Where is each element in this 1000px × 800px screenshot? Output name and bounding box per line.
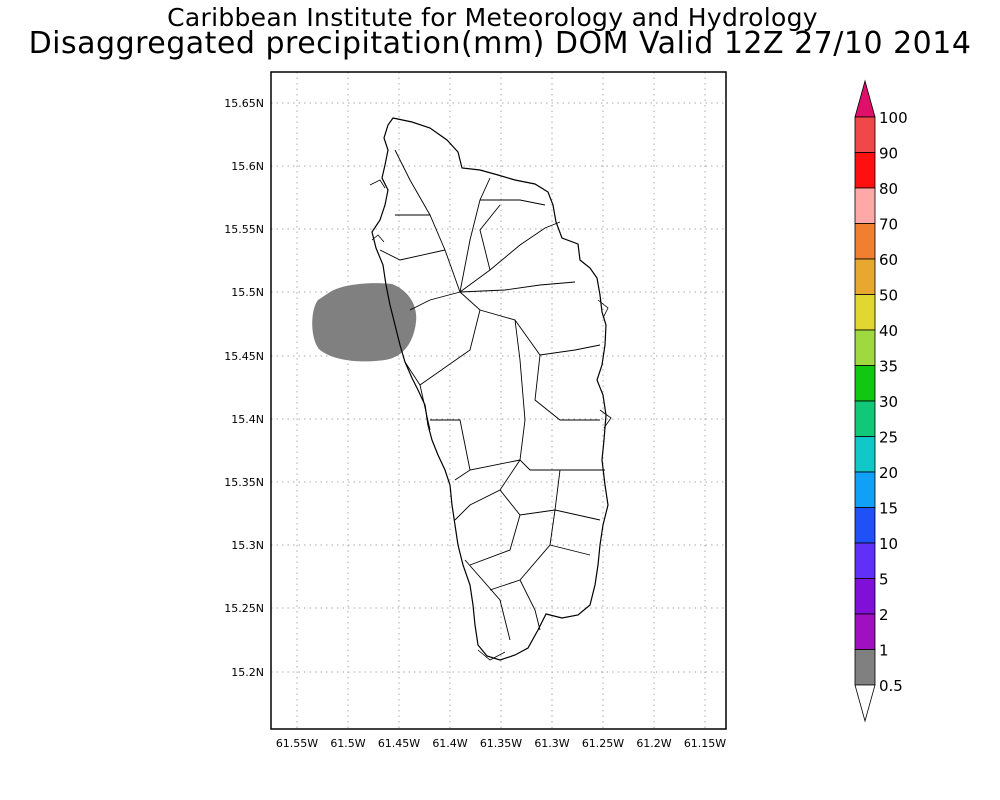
y-tick-label: 15.65N	[224, 97, 264, 110]
y-tick-label: 15.5N	[231, 286, 264, 299]
x-tick-label: 61.4W	[432, 737, 467, 750]
legend-label: 15	[879, 500, 898, 518]
legend-top-arrow	[854, 79, 876, 118]
legend-swatch	[854, 258, 876, 295]
legend-label: 30	[879, 393, 898, 411]
legend-label: 100	[879, 109, 908, 127]
x-tick-label: 61.2W	[636, 737, 671, 750]
y-tick-label: 15.2N	[231, 666, 264, 679]
y-tick-label: 15.6N	[231, 160, 264, 173]
x-tick-label: 61.35W	[480, 737, 522, 750]
y-tick-label: 15.4N	[231, 413, 264, 426]
title-product: Disaggregated precipitation(mm) DOM Vali…	[28, 26, 972, 61]
legend-label: 80	[879, 180, 898, 198]
legend-swatch	[854, 507, 876, 544]
title-institute: Caribbean Institute for Meteorology and …	[167, 3, 818, 32]
plot-frame	[270, 71, 727, 730]
y-tick-label: 15.25N	[224, 602, 264, 615]
legend-swatch	[854, 649, 876, 686]
legend-swatch	[854, 223, 876, 260]
legend-label: 70	[879, 216, 898, 234]
legend-swatch	[854, 613, 876, 650]
legend-label: 40	[879, 322, 898, 340]
watershed-boundaries	[379, 149, 605, 641]
island-outline	[371, 117, 609, 661]
legend-swatch	[854, 152, 876, 189]
y-tick-label: 15.45N	[224, 350, 264, 363]
legend-label: 60	[879, 251, 898, 269]
legend-swatch	[854, 294, 876, 331]
x-tick-label: 61.5W	[330, 737, 365, 750]
legend-swatch	[854, 400, 876, 437]
x-tick-label: 61.3W	[534, 737, 569, 750]
legend-label: 0.5	[879, 677, 903, 695]
legend-swatch	[854, 116, 876, 153]
legend-swatch	[854, 436, 876, 473]
x-tick-label: 61.25W	[582, 737, 624, 750]
legend-bottom-arrow	[854, 684, 876, 723]
legend-label: 10	[879, 535, 898, 553]
x-tick-label: 61.15W	[684, 737, 726, 750]
legend-label: 25	[879, 429, 898, 447]
legend-swatch	[854, 578, 876, 615]
color-legend: 100 90 80 70 60 50 40 35 30 25 20 15 10 5 2 1 0.5	[854, 79, 908, 723]
legend-swatch	[854, 542, 876, 579]
legend-swatch	[854, 471, 876, 508]
x-tick-label: 61.55W	[276, 737, 318, 750]
x-tick-label: 61.45W	[378, 737, 420, 750]
legend-swatch	[854, 365, 876, 402]
legend-label: 5	[879, 571, 889, 589]
precip-shaded-area	[312, 283, 417, 362]
legend-label: 35	[879, 358, 898, 376]
coast-details	[369, 179, 612, 661]
y-axis-labels: 15.65N 15.6N 15.55N 15.5N 15.45N 15.4N 15.35N 1…	[224, 97, 264, 679]
legend-label: 50	[879, 287, 898, 305]
legend-swatch	[854, 329, 876, 366]
gridlines	[271, 72, 726, 729]
legend-label: 2	[879, 606, 889, 624]
y-tick-label: 15.35N	[224, 476, 264, 489]
x-axis-labels: 61.55W 61.5W 61.45W 61.4W 61.35W 61.3W 61.25W 6…	[276, 737, 726, 750]
y-tick-label: 15.55N	[224, 223, 264, 236]
legend-label: 1	[879, 642, 889, 660]
legend-swatch	[854, 187, 876, 224]
legend-label: 20	[879, 464, 898, 482]
legend-label: 90	[879, 145, 898, 163]
y-tick-label: 15.3N	[231, 539, 264, 552]
